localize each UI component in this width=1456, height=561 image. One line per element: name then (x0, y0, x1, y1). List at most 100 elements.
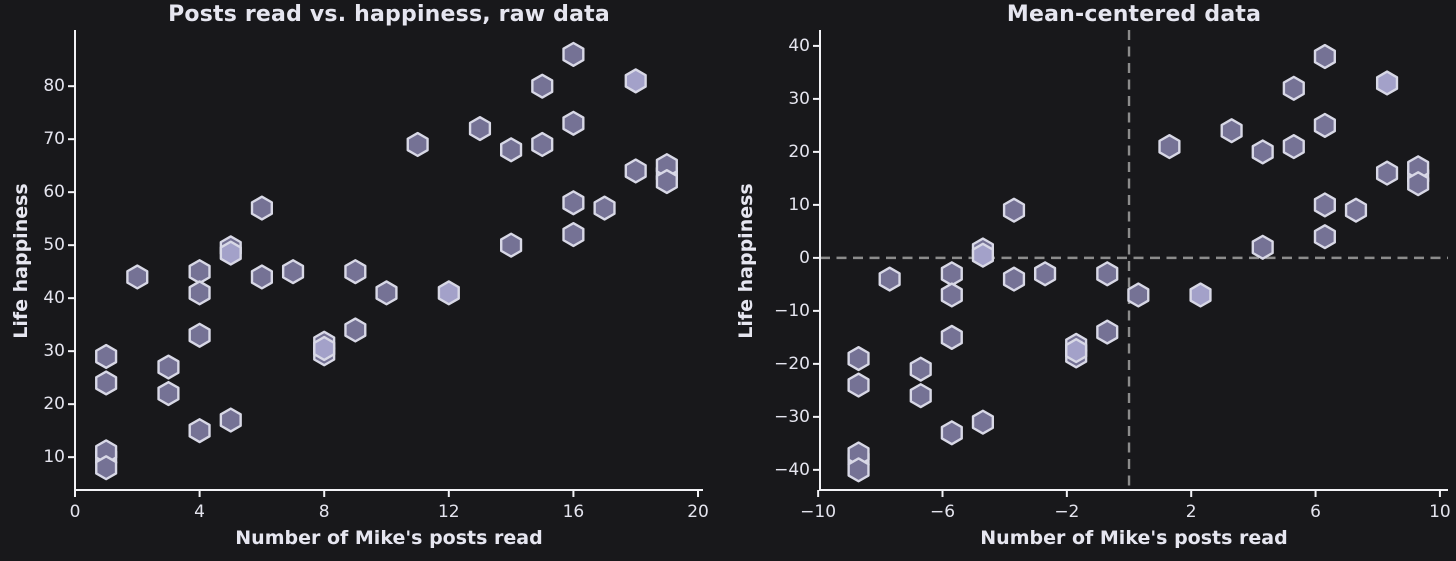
data-point-hexagon (1189, 282, 1212, 308)
y-tick-label: 40 (43, 288, 65, 309)
data-point-hexagon (1344, 197, 1368, 223)
data-point-hexagon (909, 356, 932, 382)
data-point-hexagon (437, 280, 460, 306)
axis-spines (819, 30, 1448, 491)
y-tick-label: 10 (43, 447, 65, 468)
data-point-hexagon (593, 195, 616, 221)
data-point-hexagon (971, 409, 995, 435)
data-point-hexagon (847, 345, 870, 372)
data-point-hexagon (562, 110, 585, 136)
data-point-hexagon (157, 354, 180, 380)
y-tick-label: 70 (43, 129, 65, 150)
y-tick-label: 10 (788, 194, 810, 215)
data-point-hexagon (468, 115, 492, 142)
data-point-hexagon (624, 68, 647, 94)
data-point-hexagon (250, 264, 274, 290)
data-point-hexagon (1065, 338, 1088, 364)
x-tick-label: 10 (1429, 502, 1451, 522)
data-point-hexagon (188, 418, 211, 444)
data-point-hexagon (1127, 282, 1150, 308)
data-point-hexagon (1375, 160, 1399, 186)
data-point-hexagon (219, 407, 242, 433)
data-point-hexagon (250, 195, 274, 221)
data-point-hexagon (1407, 171, 1430, 197)
data-point-hexagon (126, 264, 149, 290)
x-tick-label: 16 (562, 502, 585, 522)
x-tick-label: −6 (929, 502, 956, 522)
data-point-hexagon (940, 420, 963, 446)
left-chart (68, 30, 703, 497)
data-point-hexagon (1002, 266, 1026, 292)
x-tick-label: −10 (800, 502, 837, 522)
data-point-hexagon (1002, 197, 1026, 223)
data-point-hexagon (1158, 133, 1181, 160)
data-point-hexagon (531, 73, 554, 99)
data-point-hexagon (531, 131, 554, 158)
data-point-hexagon (909, 383, 932, 409)
data-point-hexagon (1251, 234, 1274, 260)
data-point-hexagon (971, 242, 995, 268)
x-tick-label: 0 (69, 502, 81, 522)
right-chart-title: Mean-centered data (1006, 2, 1262, 27)
data-point-hexagon (313, 335, 336, 362)
data-point-hexagon (940, 282, 963, 308)
y-tick-label: 20 (43, 394, 65, 415)
right-y-axis-label: Life happiness (735, 183, 757, 339)
x-tick-label: 20 (687, 502, 709, 522)
y-tick-label: −40 (774, 459, 810, 480)
data-point-hexagon (1282, 133, 1305, 160)
data-point-hexagon (1220, 118, 1243, 144)
data-point-hexagon (1251, 139, 1274, 165)
y-tick-label: −10 (774, 300, 810, 321)
data-point-hexagon (940, 324, 963, 350)
left-y-axis-label: Life happiness (10, 183, 32, 339)
data-point-hexagon (1313, 112, 1336, 138)
data-point-hexagon (344, 317, 367, 343)
data-point-hexagon (1096, 261, 1119, 287)
data-point-hexagon (219, 240, 242, 266)
x-tick-label: −2 (1054, 502, 1080, 522)
data-point-hexagon (1096, 319, 1119, 345)
data-point-hexagon (95, 370, 118, 396)
y-tick-label: 60 (43, 182, 65, 203)
y-tick-label: −20 (774, 353, 810, 374)
data-point-hexagon (655, 168, 678, 195)
y-tick-label: 20 (788, 141, 810, 162)
data-point-hexagon (406, 131, 429, 158)
data-point-hexagon (95, 455, 118, 481)
data-point-hexagon (157, 380, 180, 407)
data-point-hexagon (1313, 43, 1336, 70)
data-point-hexagon (188, 322, 211, 348)
right-chart (813, 30, 1448, 497)
data-point-hexagon (1375, 70, 1399, 96)
y-tick-label: 30 (43, 341, 65, 362)
y-tick-label: −30 (774, 406, 810, 427)
data-point-hexagon (847, 372, 870, 398)
right-x-axis-label: Number of Mike's posts read (980, 527, 1288, 549)
data-point-hexagon (624, 158, 647, 184)
x-tick-label: 6 (1310, 502, 1321, 522)
data-point-hexagon (1313, 224, 1336, 250)
data-point-hexagon (1033, 261, 1057, 287)
data-point-hexagon (940, 261, 963, 287)
left-x-axis-label: Number of Mike's posts read (235, 527, 543, 549)
data-point-hexagon (1282, 75, 1305, 101)
data-point-hexagon (188, 259, 211, 285)
x-tick-label: 8 (318, 502, 330, 522)
y-tick-label: 30 (788, 88, 810, 109)
x-tick-label: 2 (1185, 502, 1197, 522)
data-point-hexagon (562, 221, 585, 248)
x-tick-label: 4 (194, 502, 205, 522)
data-point-hexagon (375, 280, 398, 306)
axis-spines (74, 30, 703, 491)
y-tick-label: 50 (43, 235, 65, 256)
data-point-hexagon (878, 266, 901, 292)
y-tick-label: 0 (799, 247, 810, 268)
data-point-hexagon (500, 232, 523, 258)
x-tick-label: 12 (437, 502, 460, 522)
data-point-hexagon (188, 280, 211, 306)
data-point-hexagon (344, 259, 367, 285)
data-point-hexagon (500, 137, 523, 163)
